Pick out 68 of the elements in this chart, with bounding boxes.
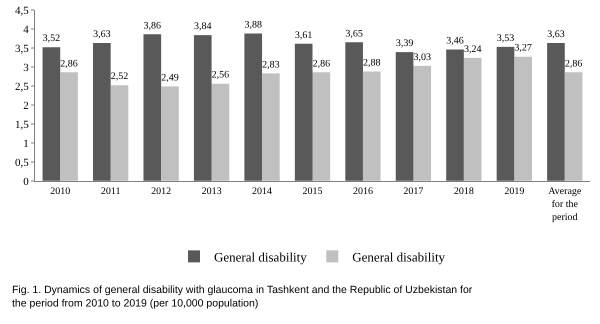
data-label: 2,83 — [262, 59, 280, 70]
data-label: 3,53 — [496, 32, 514, 44]
data-label: 2,49 — [161, 72, 179, 84]
bar — [212, 84, 230, 181]
bar — [42, 47, 60, 181]
y-tick-label: 4 — [23, 24, 30, 36]
x-tick-label: 2010 — [50, 186, 70, 197]
data-label: 2,86 — [564, 58, 582, 70]
y-tick-label: 1 — [23, 138, 29, 150]
y-tick-label: 4,5 — [15, 4, 30, 17]
data-label: 3,84 — [194, 21, 212, 32]
x-tick-label: 2019 — [504, 186, 524, 197]
data-label: 3,61 — [294, 30, 312, 41]
bar — [143, 34, 162, 181]
data-label: 2,56 — [212, 70, 230, 81]
bar — [110, 85, 128, 181]
data-label: 3,86 — [144, 20, 162, 32]
x-tick-label: 2018 — [454, 186, 474, 197]
x-tick-label: 2011 — [100, 186, 120, 197]
bar — [345, 42, 363, 181]
y-tick-label: 0,5 — [15, 156, 30, 169]
bar — [464, 58, 482, 181]
bar — [446, 50, 464, 181]
data-label: 2,52 — [110, 71, 128, 82]
bar — [262, 73, 280, 181]
x-tick-label: 2017 — [403, 186, 424, 197]
y-tick-label: 3 — [23, 62, 30, 74]
bar — [514, 56, 532, 181]
bar — [194, 35, 212, 181]
caption: Fig. 1. Dynamics of general disability with glaucoma in Tashkent and the Republic of Uzbekistan for the period from 2010 to 2019 (per 10,000 population) — [12, 284, 473, 310]
y-tick-label: 1,5 — [15, 118, 30, 131]
bar — [396, 52, 414, 181]
data-label: 3,65 — [345, 28, 363, 40]
bar — [93, 43, 111, 181]
x-tick-label: 2013 — [202, 186, 222, 197]
y-tick-label: 2 — [23, 100, 29, 112]
bar — [547, 43, 565, 181]
bar — [362, 72, 381, 181]
data-label: 3,03 — [413, 52, 431, 63]
data-label: 2,88 — [363, 58, 381, 69]
bar — [564, 72, 582, 181]
bar — [496, 46, 514, 181]
x-tick-label: Average for the period — [548, 186, 582, 223]
data-label: 3,52 — [42, 33, 60, 44]
data-label: 3,88 — [244, 20, 262, 31]
bar — [161, 86, 179, 181]
bar — [312, 72, 330, 181]
x-tick-label: 2015 — [302, 186, 322, 197]
data-label: 3,46 — [446, 36, 464, 46]
y-tick-label: 3,5 — [15, 42, 30, 55]
data-label: 3,27 — [514, 42, 532, 54]
bar — [294, 44, 312, 181]
data-label: 2,86 — [312, 58, 330, 70]
legend-label: General disability — [352, 249, 446, 264]
x-tick-label: 2014 — [252, 186, 272, 197]
bar — [60, 72, 78, 181]
data-label: 3,63 — [547, 29, 565, 40]
bar — [244, 34, 262, 181]
y-tick-label: 2,5 — [15, 80, 30, 93]
x-tick-label: 2016 — [352, 186, 373, 197]
bar — [413, 66, 432, 181]
legend-label: General disability — [214, 249, 308, 264]
data-label: 2,86 — [60, 58, 78, 70]
data-label: 3,24 — [464, 44, 482, 55]
y-tick-label: 0 — [23, 176, 30, 188]
x-tick-label: 2012 — [151, 186, 172, 197]
data-label: 3,39 — [396, 38, 414, 50]
data-label: 3,63 — [93, 29, 111, 40]
